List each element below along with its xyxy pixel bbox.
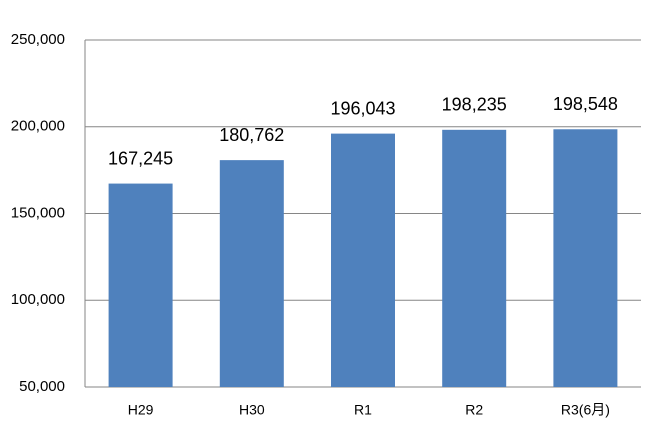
y-tick-label: 50,000 — [19, 378, 65, 395]
bar — [553, 129, 618, 387]
bar — [331, 133, 395, 387]
value-label: 167,245 — [108, 148, 173, 168]
y-tick-label: 100,000 — [11, 291, 65, 308]
value-label: 180,762 — [219, 125, 284, 145]
y-tick-label: 200,000 — [11, 118, 65, 135]
value-label: 196,043 — [330, 98, 395, 118]
bar — [442, 129, 507, 388]
bar — [108, 183, 173, 387]
value-label: 198,235 — [442, 95, 507, 115]
x-tick-label: R3(6月) — [561, 402, 610, 418]
x-tick-label: H30 — [239, 402, 265, 418]
value-label: 198,548 — [553, 94, 618, 114]
y-tick-label: 150,000 — [11, 204, 65, 221]
x-tick-label: R2 — [465, 402, 483, 418]
y-tick-label: 250,000 — [11, 31, 65, 48]
bar — [219, 160, 284, 387]
x-tick-label: H29 — [128, 402, 154, 418]
x-tick-label: R1 — [354, 402, 372, 418]
